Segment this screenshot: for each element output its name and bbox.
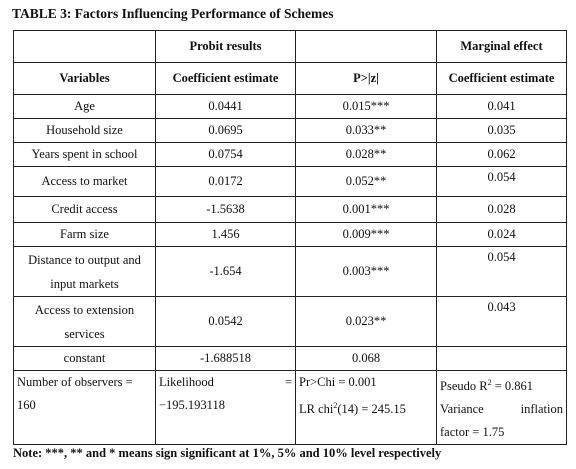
me-cell: 0.054 <box>436 246 567 297</box>
pseudo-prefix: Pseudo R <box>440 379 488 394</box>
me-cell: 0.041 <box>436 94 567 119</box>
coef-cell: 0.0695 <box>155 118 296 143</box>
lrchi-value: LR chi2(14) = 245.15 <box>299 394 433 421</box>
variable-cell: Access to market <box>13 166 156 197</box>
variable-cell: Credit access <box>13 196 156 223</box>
observers-cell: Number of observers = 160 <box>13 369 156 446</box>
coef-cell: 0.0441 <box>155 94 296 119</box>
marginal-header: Marginal effect <box>436 30 567 63</box>
prchi-value: Pr>Chi = 0.001 <box>299 375 377 389</box>
likelihood-label: Likelihood <box>159 375 214 389</box>
variable-cell: constant <box>13 346 156 371</box>
pval-cell: 0.001*** <box>295 196 437 223</box>
variable-cell: Household size <box>13 118 156 143</box>
me-cell: 0.054 <box>436 166 567 197</box>
coef-cell: 0.0542 <box>155 296 296 347</box>
vif-word-2: inflation <box>520 402 563 417</box>
pval-cell: 0.009*** <box>295 222 437 247</box>
pval-header: P>|z| <box>295 62 437 95</box>
likelihood-cell: Likelihood = −195.193118 <box>155 369 296 446</box>
variable-cell: Years spent in school <box>13 142 156 167</box>
pval-cell: 0.015*** <box>295 94 437 119</box>
table-row: Distance to output and input markets -1.… <box>13 246 567 297</box>
variables-header: Variables <box>13 62 156 95</box>
table-row: Credit access -1.5638 0.001*** 0.028 <box>13 196 567 223</box>
table-row: Access to extension services 0.0542 0.02… <box>13 296 567 347</box>
me-cell: 0.024 <box>436 222 567 247</box>
observers-value: 160 <box>17 398 36 412</box>
me-cell: 0.043 <box>436 296 567 347</box>
me-cell: 0.028 <box>436 196 567 223</box>
table-row: constant -1.688518 0.068 <box>13 346 567 371</box>
likelihood-line: Likelihood = <box>159 371 292 394</box>
coef-cell: -1.654 <box>155 246 296 297</box>
coef-cell: 0.0754 <box>155 142 296 167</box>
pseudo-r2-value: Pseudo R2 = 0.861 <box>440 371 563 398</box>
variable-cell: Distance to output and input markets <box>13 246 156 297</box>
me-coef-header: Coefficient estimate <box>436 62 567 95</box>
header-row-group: Probit results Marginal effect <box>13 30 567 63</box>
table-row: Access to market 0.0172 0.052** 0.054 <box>13 166 567 197</box>
pseudo-cell: Pseudo R2 = 0.861 Variance inflation fac… <box>436 369 567 446</box>
pval-cell: 0.028** <box>295 142 437 167</box>
lrchi-superscript: 2 <box>333 401 338 410</box>
pval-cell: 0.033** <box>295 118 437 143</box>
vif-line: Variance inflation <box>440 398 563 421</box>
coef-cell: -1.688518 <box>155 346 296 371</box>
table-note: Note: ***, ** and * means sign significa… <box>13 446 442 460</box>
variable-line: input markets <box>50 276 119 291</box>
me-cell <box>436 346 567 371</box>
pseudo-suffix: = 0.861 <box>491 379 534 394</box>
lrchi-prefix: LR chi <box>299 402 334 417</box>
variable-line: services <box>64 326 105 341</box>
likelihood-value: −195.193118 <box>159 398 225 412</box>
me-value: 0.054 <box>487 250 516 264</box>
empty-header-cell <box>13 30 156 63</box>
pval-cell: 0.023** <box>295 296 437 347</box>
table-title: TABLE 3: Factors Influencing Performance… <box>12 6 334 21</box>
me-value: 0.043 <box>487 300 516 314</box>
coef-cell: 1.456 <box>155 222 296 247</box>
me-cell: 0.062 <box>436 142 567 167</box>
coef-header: Coefficient estimate <box>155 62 296 95</box>
variable-cell: Access to extension services <box>13 296 156 347</box>
me-cell: 0.035 <box>436 118 567 143</box>
pval-cell: 0.003*** <box>295 246 437 297</box>
empty-header-cell <box>295 30 437 63</box>
coef-cell: -1.5638 <box>155 196 296 223</box>
pseudo-superscript: 2 <box>487 378 492 387</box>
pval-cell: 0.052** <box>295 166 437 197</box>
me-value: 0.054 <box>487 170 516 184</box>
variable-line: Distance to output and <box>28 252 141 267</box>
vif-word-1: Variance <box>440 402 484 417</box>
variable-line: Access to extension <box>34 302 135 317</box>
table-row: Household size 0.0695 0.033** 0.035 <box>13 118 567 143</box>
header-row-columns: Variables Coefficient estimate P>|z| Coe… <box>13 62 567 95</box>
summary-row: Number of observers = 160 Likelihood = −… <box>13 369 567 446</box>
lrchi-suffix: (14) = 245.15 <box>337 402 406 417</box>
table-row: Age 0.0441 0.015*** 0.041 <box>13 94 567 119</box>
pval-cell: 0.068 <box>295 346 437 371</box>
table-row: Farm size 1.456 0.009*** 0.024 <box>13 222 567 247</box>
observers-label: Number of observers = <box>17 375 133 389</box>
variable-cell: Farm size <box>13 222 156 247</box>
results-table: Probit results Marginal effect Variables… <box>13 30 567 446</box>
coef-cell: 0.0172 <box>155 166 296 197</box>
table-row: Years spent in school 0.0754 0.028** 0.0… <box>13 142 567 167</box>
probit-header: Probit results <box>155 30 296 63</box>
vif-value: factor = 1.75 <box>440 425 505 440</box>
variable-cell: Age <box>13 94 156 119</box>
likelihood-equals: = <box>284 375 292 389</box>
chi-cell: Pr>Chi = 0.001 LR chi2(14) = 245.15 <box>295 369 437 446</box>
